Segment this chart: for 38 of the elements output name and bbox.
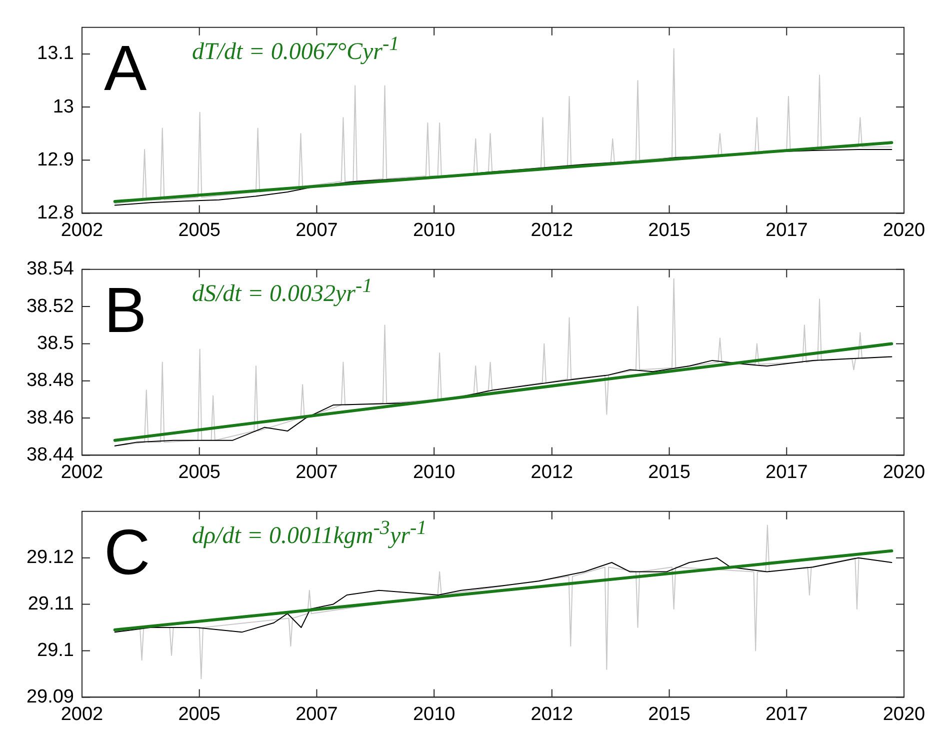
y-tick-label: 29.1: [37, 640, 74, 661]
x-tick-label: 2010: [412, 220, 456, 241]
x-tick-label: 2007: [296, 462, 338, 483]
y-tick-label: 38.52: [26, 296, 74, 317]
x-tick-label: 2015: [648, 462, 690, 483]
y-tick-label: 38.5: [37, 332, 74, 354]
annotation: A: [104, 32, 147, 104]
x-tick-label: 2010: [412, 462, 456, 483]
y-tick-label: 29.11: [28, 594, 74, 615]
x-tick-label: 2012: [530, 220, 574, 241]
y-tick-label: 38.46: [26, 407, 74, 428]
annotation: dS/dt = 0.0032yr$^{-1}$: [192, 275, 372, 308]
x-tick-label: 2005: [178, 704, 221, 725]
y-tick-label: 38.48: [26, 370, 74, 392]
x-tick-label: 2012: [530, 462, 574, 483]
y-tick-label: 13: [52, 96, 74, 118]
x-tick-label: 2005: [178, 220, 221, 241]
x-tick-label: 2015: [648, 704, 690, 725]
x-tick-label: 2017: [765, 704, 808, 725]
x-tick-label: 2017: [765, 220, 808, 241]
x-tick-label: 2010: [412, 704, 456, 725]
annotation: C: [104, 516, 150, 588]
x-tick-label: 2007: [296, 220, 338, 241]
y-tick-label: 29.12: [26, 547, 74, 568]
x-tick-label: 2020: [882, 462, 926, 483]
y-tick-label: 12.9: [37, 149, 74, 170]
x-tick-label: 2012: [530, 704, 574, 725]
annotation: dρ/dt = 0.0011kgm$^{-3}$yr$^{-1}$: [192, 517, 427, 550]
x-tick-label: 2017: [765, 462, 808, 483]
x-tick-label: 2005: [178, 462, 221, 483]
y-tick-label: 38.54: [26, 258, 74, 280]
y-tick-label: 13.1: [37, 43, 74, 64]
x-tick-label: 2020: [882, 220, 926, 241]
annotation: dT/dt = 0.0067°Cyr$^{-1}$: [192, 33, 400, 66]
x-tick-label: 2007: [296, 704, 338, 725]
annotation: B: [104, 274, 147, 346]
x-tick-label: 2015: [648, 220, 690, 241]
x-tick-label: 2020: [882, 704, 926, 725]
